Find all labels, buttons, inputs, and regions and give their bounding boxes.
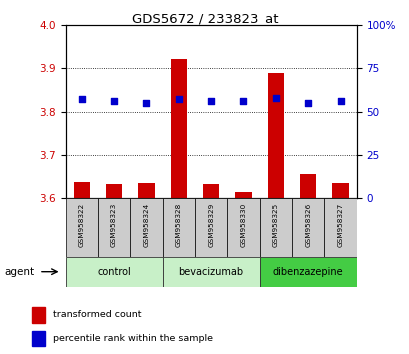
- Point: [78, 97, 85, 102]
- Text: percentile rank within the sample: percentile rank within the sample: [53, 333, 212, 343]
- Text: GSM958324: GSM958324: [143, 203, 149, 247]
- Text: GSM958325: GSM958325: [272, 203, 278, 247]
- Text: agent: agent: [4, 267, 34, 277]
- Text: GSM958327: GSM958327: [337, 203, 343, 247]
- Point: [304, 100, 311, 105]
- Bar: [31, 331, 45, 347]
- Point: [337, 98, 343, 104]
- Point: [207, 98, 214, 104]
- Point: [143, 100, 149, 105]
- Point: [240, 98, 246, 104]
- Bar: [162, 198, 195, 257]
- Bar: [332, 183, 348, 198]
- Point: [175, 97, 182, 102]
- Bar: [130, 198, 162, 257]
- Bar: [299, 175, 315, 198]
- Text: GDS5672 / 233823_at: GDS5672 / 233823_at: [131, 12, 278, 25]
- Text: GSM958329: GSM958329: [208, 203, 213, 247]
- Bar: [259, 257, 356, 287]
- Bar: [227, 198, 259, 257]
- Text: bevacizumab: bevacizumab: [178, 267, 243, 277]
- Text: transformed count: transformed count: [53, 310, 141, 319]
- Bar: [291, 198, 324, 257]
- Bar: [170, 59, 187, 198]
- Bar: [259, 198, 291, 257]
- Bar: [74, 182, 90, 198]
- Point: [110, 98, 117, 104]
- Bar: [31, 307, 45, 323]
- Text: GSM958323: GSM958323: [111, 203, 117, 247]
- Bar: [267, 73, 283, 198]
- Bar: [202, 184, 219, 198]
- Bar: [65, 257, 162, 287]
- Bar: [235, 192, 251, 198]
- Point: [272, 95, 279, 101]
- Bar: [98, 198, 130, 257]
- Text: control: control: [97, 267, 130, 277]
- Text: dibenzazepine: dibenzazepine: [272, 267, 343, 277]
- Bar: [138, 183, 154, 198]
- Bar: [324, 198, 356, 257]
- Bar: [106, 184, 122, 198]
- Text: GSM958328: GSM958328: [175, 203, 181, 247]
- Text: GSM958330: GSM958330: [240, 203, 246, 247]
- Text: GSM958322: GSM958322: [79, 203, 85, 247]
- Bar: [65, 198, 98, 257]
- Bar: [162, 257, 259, 287]
- Bar: [195, 198, 227, 257]
- Text: GSM958326: GSM958326: [304, 203, 310, 247]
